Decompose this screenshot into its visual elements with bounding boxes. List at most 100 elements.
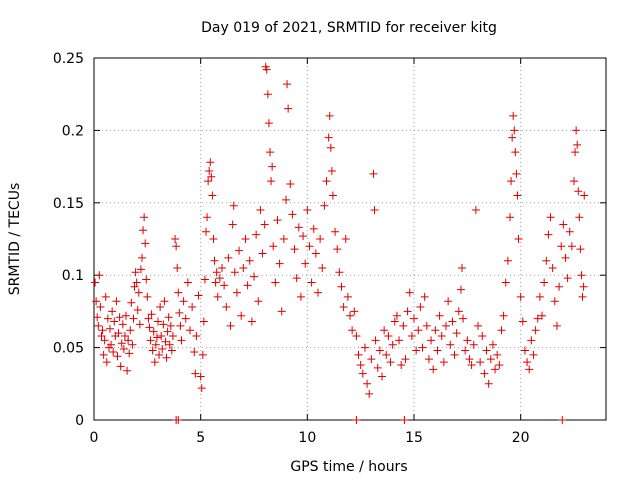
data-point (275, 259, 284, 268)
data-point (573, 140, 582, 149)
data-point (510, 126, 519, 135)
data-point (150, 358, 159, 367)
data-point (147, 310, 156, 319)
data-point (230, 268, 239, 277)
x-axis-ticks: 0 5 10 15 20 (90, 58, 530, 446)
data-point (235, 246, 244, 255)
data-point (531, 326, 540, 335)
data-point (172, 242, 181, 251)
data-point (508, 133, 517, 142)
data-point (341, 235, 350, 243)
data-point (243, 281, 252, 290)
data-point (493, 350, 502, 359)
data-point (124, 336, 133, 345)
data-point (437, 332, 446, 341)
data-point (561, 253, 570, 262)
data-point (465, 355, 474, 364)
data-point (190, 347, 199, 356)
data-point (229, 201, 238, 210)
y-tick-label: 0.2 (62, 123, 84, 139)
data-point (343, 292, 352, 301)
data-point (484, 379, 493, 388)
data-point (115, 313, 124, 322)
data-point (388, 340, 397, 349)
data-point (471, 206, 480, 215)
data-point (286, 179, 295, 188)
data-point (268, 162, 277, 171)
data-point (486, 355, 495, 364)
data-point (575, 213, 584, 222)
data-point (152, 333, 161, 342)
data-point (148, 346, 157, 355)
data-point (262, 65, 271, 74)
data-point (134, 288, 143, 297)
data-point (326, 143, 335, 152)
data-point (218, 263, 226, 272)
data-point (100, 336, 109, 345)
data-point (397, 360, 406, 369)
data-point (577, 271, 586, 280)
data-point (360, 343, 369, 352)
data-point (196, 372, 205, 381)
data-point (144, 314, 153, 323)
data-point (296, 292, 305, 301)
data-point (535, 292, 544, 301)
data-point (239, 263, 248, 272)
data-point (542, 256, 551, 265)
data-point (126, 326, 135, 335)
data-point (380, 326, 389, 335)
data-point (384, 332, 393, 341)
y-tick-label: 0 (75, 413, 84, 429)
data-point (282, 195, 290, 204)
data-point (226, 321, 235, 330)
data-point (205, 166, 214, 175)
data-point (136, 265, 145, 274)
data-point (122, 311, 130, 320)
data-point (156, 303, 165, 312)
data-point (512, 169, 521, 178)
data-point (488, 340, 497, 349)
data-point (333, 245, 342, 254)
data-point (514, 235, 523, 243)
y-tick-label: 0.25 (53, 51, 84, 67)
data-point (157, 332, 166, 341)
y-tick-label: 0.15 (53, 196, 84, 212)
data-point (109, 347, 118, 356)
data-point (186, 326, 194, 335)
data-point (232, 288, 241, 297)
data-point (168, 332, 177, 341)
data-point (245, 256, 254, 265)
data-point (267, 177, 276, 186)
data-point (179, 297, 188, 306)
data-point (117, 339, 126, 348)
data-point (271, 278, 280, 287)
chart-title: Day 019 of 2021, SRMTID for receiver kit… (201, 20, 497, 36)
data-point (206, 158, 215, 167)
data-point (567, 242, 576, 251)
data-point (570, 177, 578, 186)
data-point (448, 317, 457, 326)
data-point (373, 363, 382, 372)
data-point (143, 292, 152, 301)
data-point (420, 292, 429, 301)
data-point (211, 278, 220, 287)
data-point (579, 282, 588, 291)
data-point (228, 220, 237, 229)
data-point (427, 336, 436, 345)
data-point (405, 288, 414, 297)
data-point (209, 235, 218, 243)
data-point (529, 350, 538, 359)
data-point (303, 206, 312, 215)
data-point (422, 321, 431, 330)
data-point (200, 275, 209, 284)
data-point (256, 206, 265, 215)
data-point (146, 336, 155, 345)
data-point (141, 239, 150, 248)
data-point (328, 191, 337, 200)
data-point (499, 311, 508, 320)
data-point (284, 104, 293, 113)
data-point (123, 366, 132, 375)
data-point (370, 206, 379, 215)
data-point (399, 321, 408, 330)
data-point (98, 326, 107, 335)
